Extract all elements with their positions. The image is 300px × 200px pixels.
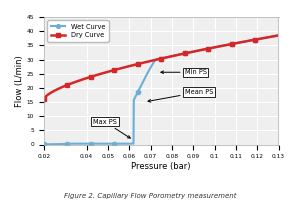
Dry Curve <box>192 50 195 53</box>
Y-axis label: Flow (L/min): Flow (L/min) <box>15 55 24 107</box>
Line: Wet Curve: Wet Curve <box>42 33 280 146</box>
Dry Curve <box>57 88 60 90</box>
Wet Curve <box>184 52 188 54</box>
Dry Curve <box>42 98 46 100</box>
Line: Dry Curve: Dry Curve <box>42 33 280 101</box>
Wet Curve <box>220 45 224 47</box>
Text: Max PS: Max PS <box>93 119 130 138</box>
Dry Curve <box>220 45 224 47</box>
Text: Min PS: Min PS <box>161 69 207 75</box>
Wet Curve <box>57 143 60 145</box>
Wet Curve <box>178 53 182 56</box>
Dry Curve <box>277 34 280 37</box>
Wet Curve <box>192 50 195 53</box>
Wet Curve <box>244 40 248 43</box>
Dry Curve <box>178 53 182 56</box>
Wet Curve <box>277 34 280 37</box>
Text: Mean PS: Mean PS <box>148 89 213 102</box>
Wet Curve <box>42 143 46 146</box>
X-axis label: Pressure (bar): Pressure (bar) <box>131 162 191 171</box>
Legend: Wet Curve, Dry Curve: Wet Curve, Dry Curve <box>47 20 109 42</box>
Text: Figure 2. Capillary Flow Porometry measurement: Figure 2. Capillary Flow Porometry measu… <box>64 193 236 199</box>
Dry Curve <box>244 40 248 43</box>
Dry Curve <box>184 52 188 54</box>
